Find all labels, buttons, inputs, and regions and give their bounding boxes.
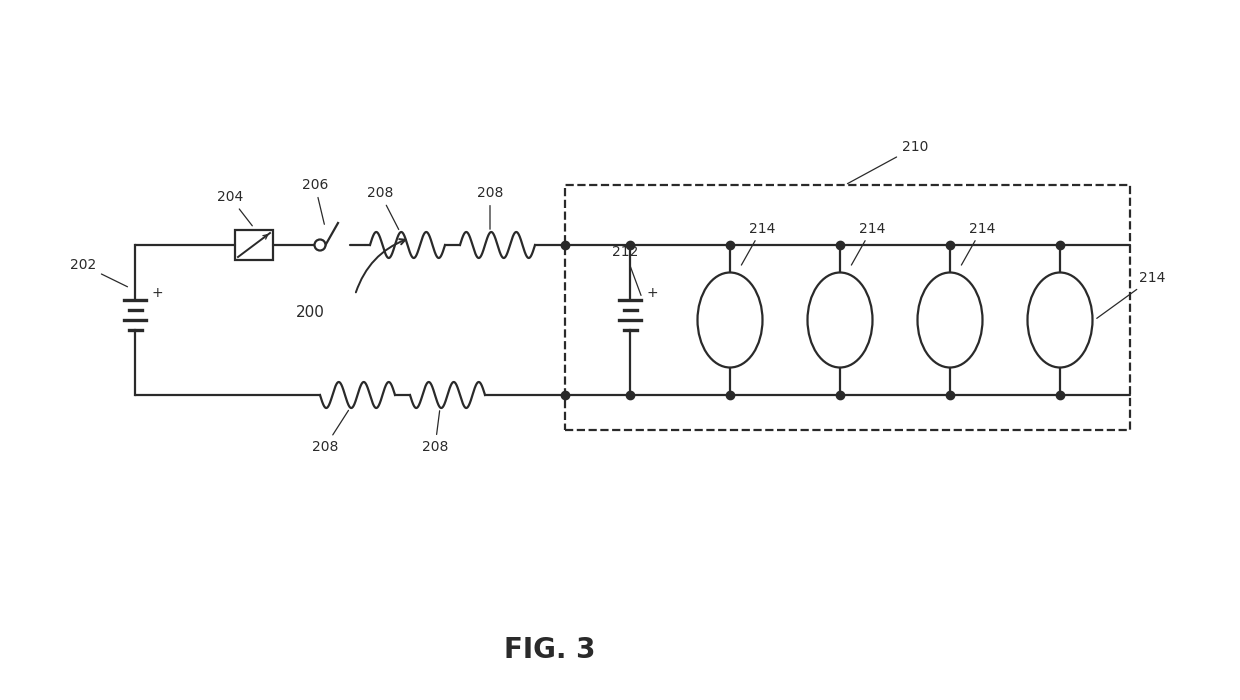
Ellipse shape [697,272,763,368]
Text: +: + [646,286,657,300]
Ellipse shape [918,272,982,368]
Text: 208: 208 [422,411,448,454]
Text: 214: 214 [961,221,996,265]
Text: 202: 202 [69,258,128,287]
Text: FIG. 3: FIG. 3 [505,636,595,664]
Text: +: + [151,286,162,300]
Text: 210: 210 [847,140,929,183]
Text: 208: 208 [311,410,348,454]
Ellipse shape [1028,272,1092,368]
Circle shape [315,239,325,251]
Text: 208: 208 [477,186,503,229]
Text: 206: 206 [301,178,329,224]
Bar [565,185,1130,430]
Text: 204: 204 [217,190,252,226]
Text: 208: 208 [367,186,399,230]
Text: 214: 214 [852,221,885,265]
Bar [236,230,273,260]
Text: 212: 212 [611,245,641,295]
Ellipse shape [807,272,873,368]
Text: 214: 214 [1096,271,1166,319]
Text: 214: 214 [742,221,775,265]
Text: 200: 200 [295,304,325,319]
